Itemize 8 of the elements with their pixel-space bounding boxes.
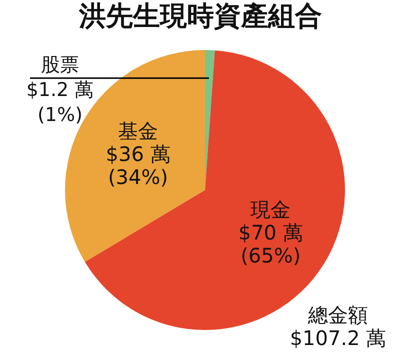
data-label: $36 萬 (34%) <box>106 142 170 190</box>
data-label: $70 萬 (65%) <box>238 220 303 268</box>
chart-title: 洪先生現時資產組合 <box>78 1 322 32</box>
slice-label: 基金 <box>118 119 158 144</box>
slice-label: 股票 <box>41 54 79 76</box>
data-label: $1.2 萬 (1%) <box>26 79 94 126</box>
slice-label: 現金 <box>250 197 291 222</box>
text: 總金額 $107.2 萬 <box>290 303 386 350</box>
